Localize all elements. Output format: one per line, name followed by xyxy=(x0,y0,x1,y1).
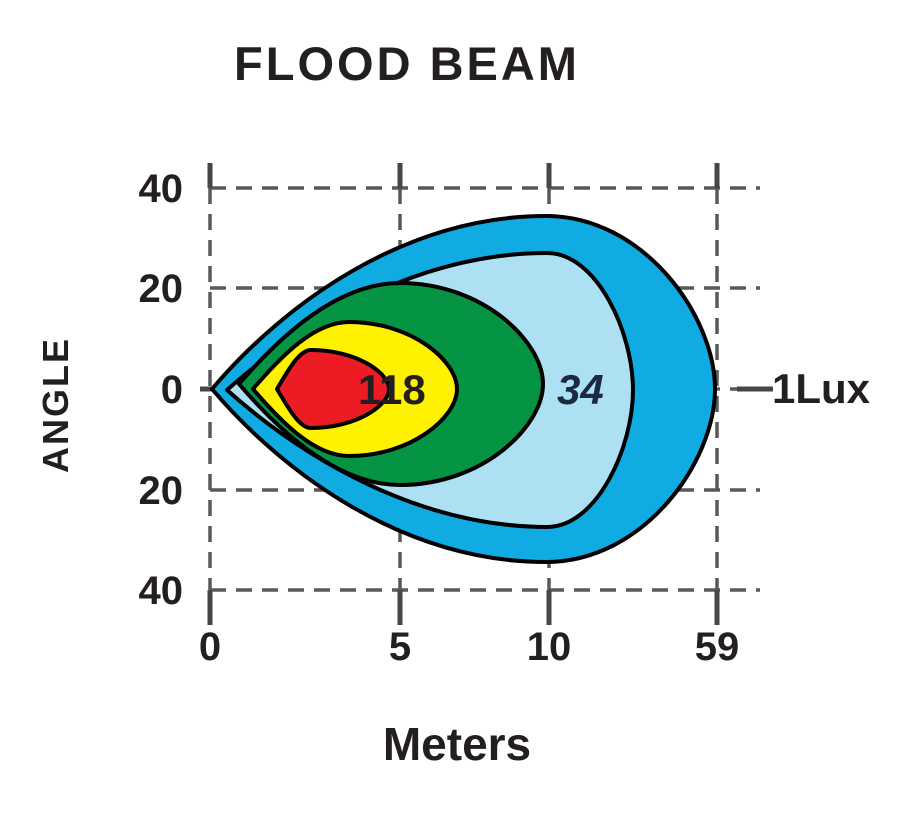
svg-text:FLOOD BEAM: FLOOD BEAM xyxy=(234,37,580,90)
svg-text:Meters: Meters xyxy=(383,718,531,770)
svg-text:5: 5 xyxy=(389,625,411,669)
svg-text:0: 0 xyxy=(161,368,183,412)
svg-text:34: 34 xyxy=(557,366,604,413)
svg-text:0: 0 xyxy=(199,625,221,669)
svg-text:59: 59 xyxy=(695,625,740,669)
svg-text:20: 20 xyxy=(139,469,184,513)
svg-text:40: 40 xyxy=(139,569,184,613)
svg-text:118: 118 xyxy=(358,366,426,413)
svg-text:1Lux: 1Lux xyxy=(772,365,871,412)
svg-text:ANGLE: ANGLE xyxy=(35,337,76,473)
svg-text:40: 40 xyxy=(139,167,184,211)
svg-text:20: 20 xyxy=(139,267,184,311)
svg-text:10: 10 xyxy=(527,625,572,669)
